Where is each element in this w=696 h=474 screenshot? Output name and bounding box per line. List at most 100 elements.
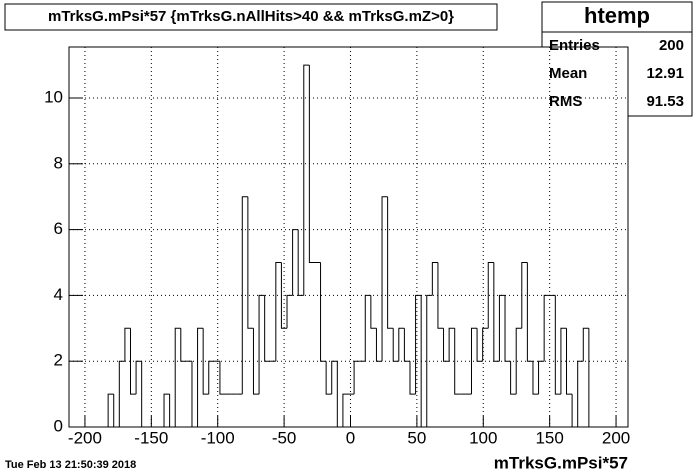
histogram-bin: [129, 328, 137, 395]
histogram-bin: [510, 361, 517, 395]
histogram-bin: [504, 295, 511, 362]
stats-label: RMS: [549, 93, 582, 110]
histogram-bin: [487, 261, 494, 329]
histogram-bin: [482, 327, 489, 362]
title-box: [4, 3, 498, 31]
stats-label: Entries: [549, 37, 600, 54]
histogram-bin: [526, 262, 533, 362]
histogram-bin: [470, 327, 478, 395]
histogram-bin: [381, 196, 388, 362]
stats-label: Mean: [549, 65, 587, 82]
histogram-bin: [208, 360, 215, 395]
histogram-bin: [135, 360, 142, 395]
x-axis-label: mTrksG.mPsi*57: [494, 453, 628, 472]
x-tick-label: -50: [272, 428, 297, 447]
histogram-bin: [292, 229, 299, 296]
plot-frame: [68, 46, 629, 428]
histogram-bin: [174, 327, 181, 427]
histogram-bin: [498, 294, 506, 362]
histogram-bin: [426, 294, 433, 427]
histogram-bin: [107, 393, 114, 427]
histogram-bin: [370, 295, 377, 329]
histogram-bin: [476, 328, 483, 362]
histogram-bin: [320, 262, 327, 362]
histogram-bin: [566, 328, 573, 395]
x-tick-label: -200: [68, 428, 102, 447]
x-tick-label: 200: [602, 428, 630, 447]
y-tick-label: 8: [54, 153, 63, 172]
histogram-bin: [443, 328, 450, 362]
histogram-bin: [375, 328, 383, 362]
x-tick-label: -150: [134, 428, 168, 447]
histogram-bin: [297, 229, 304, 296]
histogram-bin: [247, 196, 254, 329]
histogram-bin: [521, 261, 528, 329]
x-tick-label: 50: [407, 428, 426, 447]
histogram-bin: [124, 327, 131, 362]
histogram-bin: [420, 295, 427, 428]
y-tick-label: 10: [44, 87, 63, 106]
histogram-bin: [515, 327, 522, 395]
histogram-bin: [180, 328, 187, 362]
histogram-bin: [571, 394, 578, 428]
histogram-bin: [454, 328, 461, 395]
histogram-bin: [141, 361, 148, 428]
y-tick-label: 0: [54, 416, 63, 435]
histogram-bin: [560, 327, 567, 395]
histogram-bin: [538, 360, 545, 395]
histogram-bin: [163, 393, 170, 427]
histogram-bin: [331, 360, 338, 395]
histogram-bin: [252, 328, 260, 395]
histogram-bin: [325, 361, 332, 395]
histogram-bin: [336, 361, 343, 428]
histogram-bin: [437, 262, 444, 329]
histogram-bin: [588, 328, 595, 428]
histogram-bin: [241, 196, 248, 395]
histogram-bin: [392, 328, 399, 362]
stats-value: 200: [659, 37, 684, 54]
stats-value: 12.91: [646, 65, 684, 82]
histogram-bin: [197, 327, 204, 427]
histogram-bin: [448, 327, 455, 362]
histogram-bin: [582, 327, 589, 362]
y-tick-label: 6: [54, 219, 63, 238]
stats-value: 91.53: [646, 93, 684, 110]
histogram-bin: [398, 327, 405, 362]
histogram-bin: [493, 262, 500, 362]
x-tick-label: 150: [535, 428, 563, 447]
chart-title: mTrksG.mPsi*57 {mTrksG.nAllHits>40 && mT…: [48, 8, 454, 25]
timestamp: Tue Feb 13 21:50:39 2018: [5, 459, 136, 471]
histogram-bin: [353, 360, 360, 395]
stats-title: htemp: [584, 3, 650, 28]
histogram-bin: [169, 394, 176, 428]
histogram-bin: [577, 360, 584, 427]
x-tick-label: 0: [346, 428, 355, 447]
histogram-bin: [202, 328, 209, 395]
histogram-bin: [258, 294, 265, 395]
x-tick-label: -100: [201, 428, 235, 447]
histogram-bin: [554, 295, 561, 395]
histogram-bin: [118, 360, 125, 427]
histogram-bin: [286, 294, 293, 329]
histogram-bin: [219, 361, 226, 395]
histogram-bin: [543, 294, 550, 362]
histogram-bin: [403, 328, 410, 362]
histogram-bin: [431, 261, 438, 296]
histogram-bin: [409, 361, 416, 395]
histogram-bin: [303, 64, 310, 296]
histogram-bin: [364, 294, 371, 362]
histogram-bin: [415, 294, 422, 395]
histogram-bin: [532, 361, 539, 395]
y-tick-label: 2: [54, 351, 63, 370]
histogram-bin: [308, 65, 315, 263]
x-tick-label: 100: [469, 428, 497, 447]
histogram-bin: [191, 361, 198, 428]
histogram-bin: [113, 394, 120, 428]
histogram-bin: [280, 262, 288, 329]
y-tick-label: 4: [54, 285, 63, 304]
histogram-bin: [387, 196, 394, 329]
histogram-bin: [342, 393, 349, 427]
histogram-bin: [275, 261, 282, 362]
histogram-bin: [264, 295, 271, 362]
